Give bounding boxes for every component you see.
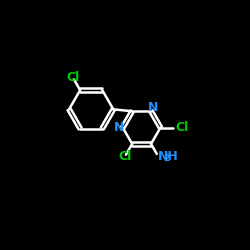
Text: Cl: Cl — [66, 71, 79, 84]
Text: Cl: Cl — [118, 150, 132, 163]
Text: 2: 2 — [164, 154, 170, 163]
Text: N: N — [114, 121, 124, 134]
Text: NH: NH — [158, 150, 179, 164]
Text: Cl: Cl — [176, 121, 189, 134]
Text: N: N — [148, 102, 158, 114]
